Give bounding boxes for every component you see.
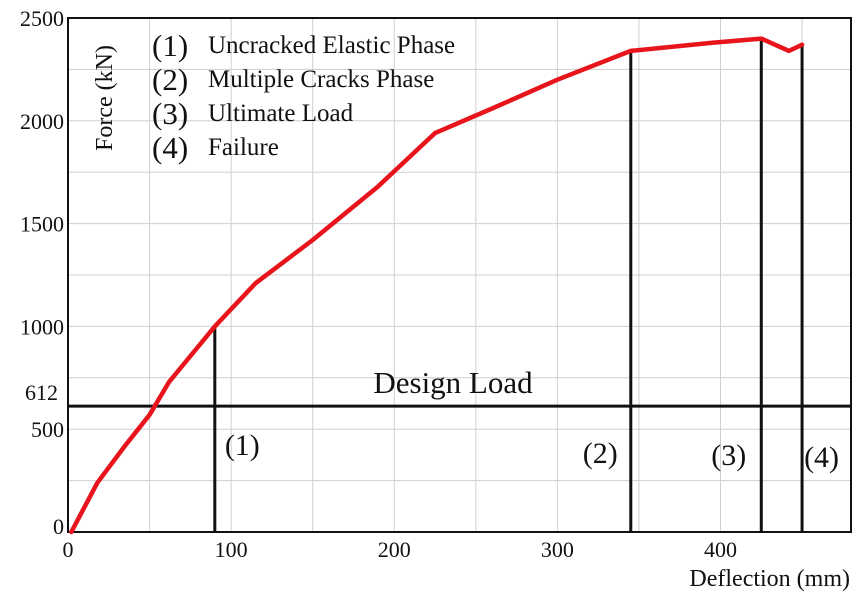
series-layer [69, 36, 805, 535]
design-load-caption: Design Load [373, 365, 533, 400]
x-tick-label: 400 [704, 537, 737, 562]
force-deflection-curve [69, 36, 805, 535]
y-tick-label: 1500 [20, 212, 64, 237]
plot-border [67, 17, 852, 533]
plot-frame [67, 17, 852, 533]
x-tick-label: 100 [215, 537, 248, 562]
legend-item-number: (1) [152, 28, 188, 63]
legend-item-number: (3) [152, 96, 188, 131]
legend-item-text: Multiple Cracks Phase [208, 66, 434, 93]
legend-item-number: (4) [152, 130, 188, 165]
x-tick-label: 0 [63, 537, 74, 562]
legend-item-number: (2) [152, 62, 188, 97]
x-tick-label: 200 [378, 537, 411, 562]
design-load-value-label: 612 [25, 380, 58, 405]
phase-marker-label: (3) [711, 439, 746, 472]
y-tick-label: 2000 [20, 109, 64, 134]
y-axis-label: Force (kN) [92, 45, 118, 151]
annotations: 612 Design Load (1) (2) (3) (4) [25, 365, 839, 474]
phase-marker-label: (1) [225, 429, 260, 462]
x-axis-label: Deflection (mm) [689, 566, 850, 592]
legend: (1) Uncracked Elastic Phase (2) Multiple Cr… [152, 28, 455, 165]
phase-marker-label: (2) [583, 437, 618, 470]
legend-item-text: Uncracked Elastic Phase [208, 32, 455, 59]
reference-lines [68, 38, 851, 532]
tick-labels: 0 100 200 300 400 0 500 1000 1500 2000 2500 [20, 6, 737, 562]
phase-marker-label: (4) [804, 441, 839, 474]
legend-item-text: Failure [208, 134, 279, 161]
y-tick-label: 500 [31, 417, 64, 442]
x-tick-label: 300 [541, 537, 574, 562]
y-tick-label: 2500 [20, 6, 64, 31]
y-tick-label: 1000 [20, 314, 64, 339]
y-tick-label: 0 [53, 514, 64, 539]
legend-item-text: Ultimate Load [208, 100, 354, 127]
